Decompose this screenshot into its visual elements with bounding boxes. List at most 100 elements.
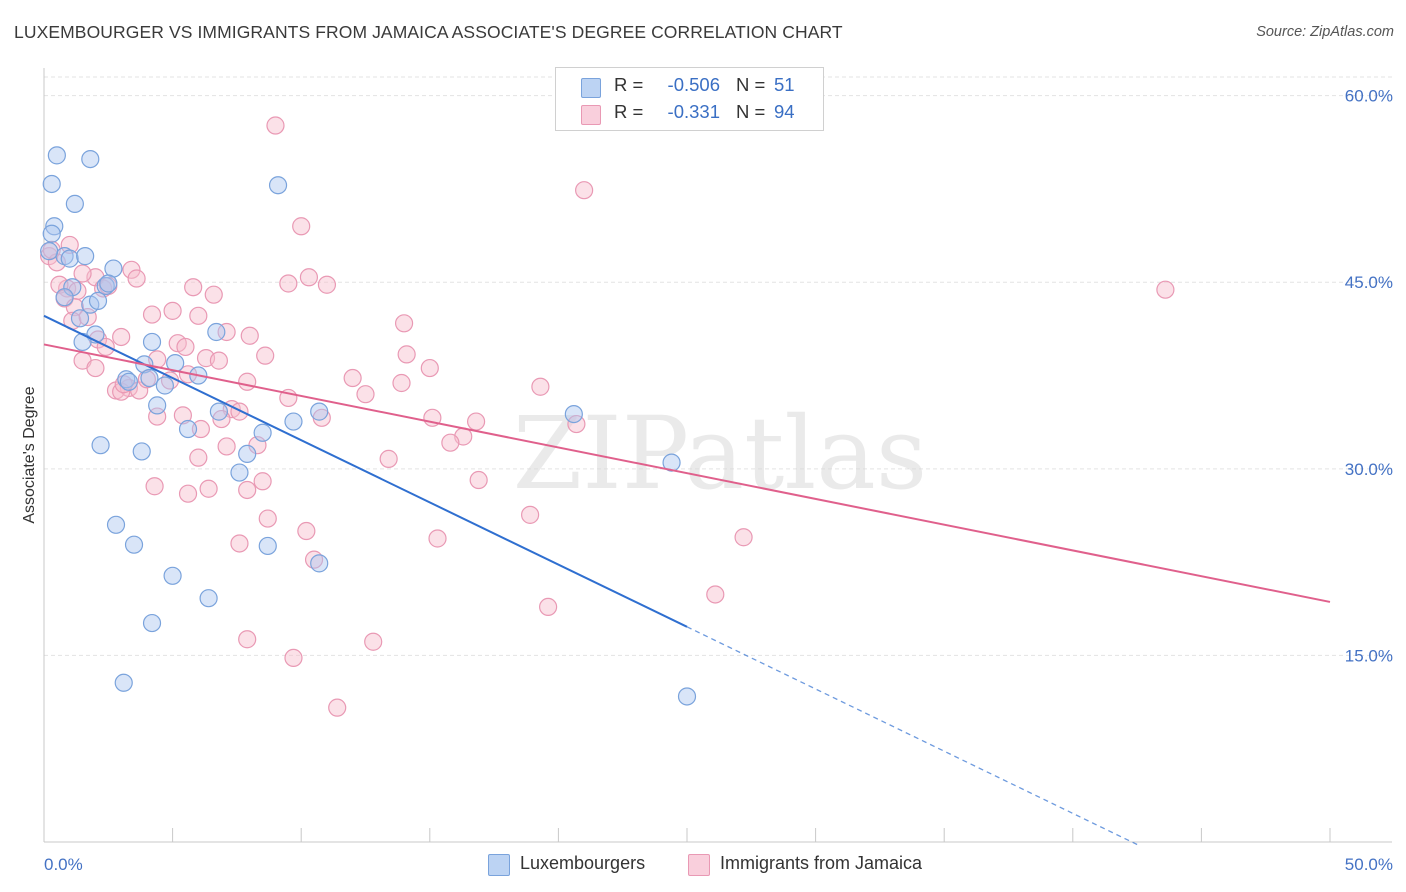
point-jamaica <box>176 337 195 357</box>
point-jamaica <box>145 477 164 496</box>
point-jamaica <box>734 528 753 547</box>
point-luxembourger <box>268 176 288 195</box>
point-jamaica <box>539 597 558 617</box>
point-jamaica <box>575 181 594 200</box>
trendline-jamaica <box>43 343 1331 603</box>
point-luxembourger <box>142 613 162 633</box>
point-jamaica <box>420 358 439 378</box>
point-jamaica <box>178 484 198 503</box>
point-luxembourger <box>88 291 108 311</box>
point-luxembourger <box>63 278 82 297</box>
point-jamaica <box>292 217 311 236</box>
point-jamaica <box>217 322 236 342</box>
point-jamaica <box>189 306 208 325</box>
point-luxembourger <box>124 535 144 554</box>
point-jamaica <box>706 585 725 604</box>
point-jamaica <box>397 345 416 364</box>
point-jamaica <box>356 385 375 404</box>
point-jamaica <box>258 509 277 528</box>
point-luxembourger <box>155 376 174 395</box>
n-value: 51 <box>774 74 795 95</box>
ticks-layer: 15.0% 30.0% 45.0% 60.0% 0.0% 50.0% <box>44 87 1393 874</box>
point-jamaica <box>328 698 347 717</box>
y-axis-title: Associate's Degree <box>21 386 38 523</box>
point-luxembourger <box>209 402 228 421</box>
point-luxembourger <box>70 309 90 328</box>
point-jamaica <box>191 419 210 439</box>
point-luxembourger <box>42 174 61 194</box>
point-jamaica <box>297 521 316 541</box>
stats-row-luxembourgers: R = -0.506 N = 51 <box>556 74 823 100</box>
point-jamaica <box>284 648 303 668</box>
point-jamaica <box>127 269 146 288</box>
r-label: R = <box>614 101 644 122</box>
chart-source: Source: ZipAtlas.com <box>1256 24 1394 40</box>
series-legend: Luxembourgers Immigrants from Jamaica <box>0 852 1406 878</box>
point-jamaica <box>189 448 208 467</box>
point-luxembourger <box>119 372 138 391</box>
point-jamaica <box>86 358 105 378</box>
n-label: N = <box>736 101 766 122</box>
y-tick-label: 45.0% <box>1345 273 1393 292</box>
legend-swatch-pink <box>688 854 710 876</box>
legend-label: Luxembourgers <box>520 853 646 873</box>
point-luxembourger <box>73 332 92 352</box>
point-luxembourger <box>178 419 198 439</box>
point-jamaica <box>199 479 218 498</box>
point-jamaica <box>531 377 550 396</box>
point-jamaica <box>73 264 92 283</box>
chart-title: LUXEMBOURGER VS IMMIGRANTS FROM JAMAICA … <box>14 22 843 42</box>
stats-legend: R = -0.506 N = 51 R = -0.331 N = 94 <box>555 67 824 131</box>
point-jamaica <box>428 529 447 548</box>
point-jamaica <box>521 505 540 524</box>
trend-layer <box>43 314 1331 847</box>
x-tick-label: 50.0% <box>1345 855 1393 874</box>
point-luxembourger <box>564 404 583 424</box>
point-luxembourger <box>40 242 59 261</box>
point-jamaica <box>238 372 257 391</box>
point-luxembourger <box>253 423 272 442</box>
point-jamaica <box>1156 280 1175 299</box>
point-luxembourger <box>230 463 249 482</box>
point-luxembourger <box>310 554 329 573</box>
point-luxembourger <box>55 288 74 307</box>
point-jamaica <box>256 346 275 365</box>
legend-swatch-blue <box>488 854 510 876</box>
point-luxembourger <box>284 412 303 431</box>
legend-swatch-pink <box>581 105 601 125</box>
point-luxembourger <box>677 687 697 706</box>
r-label: R = <box>614 74 644 95</box>
point-luxembourger <box>42 224 61 243</box>
point-luxembourger <box>207 322 226 342</box>
point-luxembourger <box>96 276 115 296</box>
point-luxembourger <box>140 368 159 388</box>
point-luxembourger <box>60 249 79 268</box>
point-jamaica <box>441 433 460 452</box>
point-jamaica <box>204 285 223 304</box>
point-luxembourger <box>91 436 110 455</box>
point-jamaica <box>212 409 231 429</box>
point-jamaica <box>392 373 411 393</box>
point-jamaica <box>240 326 259 345</box>
axes-layer <box>43 68 1392 843</box>
y-tick-label: 15.0% <box>1345 646 1393 665</box>
point-jamaica <box>184 278 203 297</box>
point-jamaica <box>279 274 298 293</box>
point-jamaica <box>163 301 182 320</box>
y-tick-label: 60.0% <box>1345 87 1393 106</box>
point-luxembourger <box>163 566 182 585</box>
stats-row-jamaica: R = -0.331 N = 94 <box>556 101 823 127</box>
point-luxembourger <box>76 247 95 266</box>
point-jamaica <box>379 449 398 468</box>
point-jamaica <box>466 412 486 431</box>
point-jamaica <box>238 480 257 500</box>
point-luxembourger <box>132 442 151 461</box>
point-jamaica <box>142 305 162 324</box>
point-jamaica <box>217 437 236 456</box>
point-jamaica <box>469 470 488 490</box>
point-luxembourger <box>81 149 100 169</box>
point-luxembourger <box>142 332 162 352</box>
point-luxembourger <box>99 274 118 293</box>
point-jamaica <box>230 402 249 421</box>
point-luxembourger <box>238 444 257 464</box>
